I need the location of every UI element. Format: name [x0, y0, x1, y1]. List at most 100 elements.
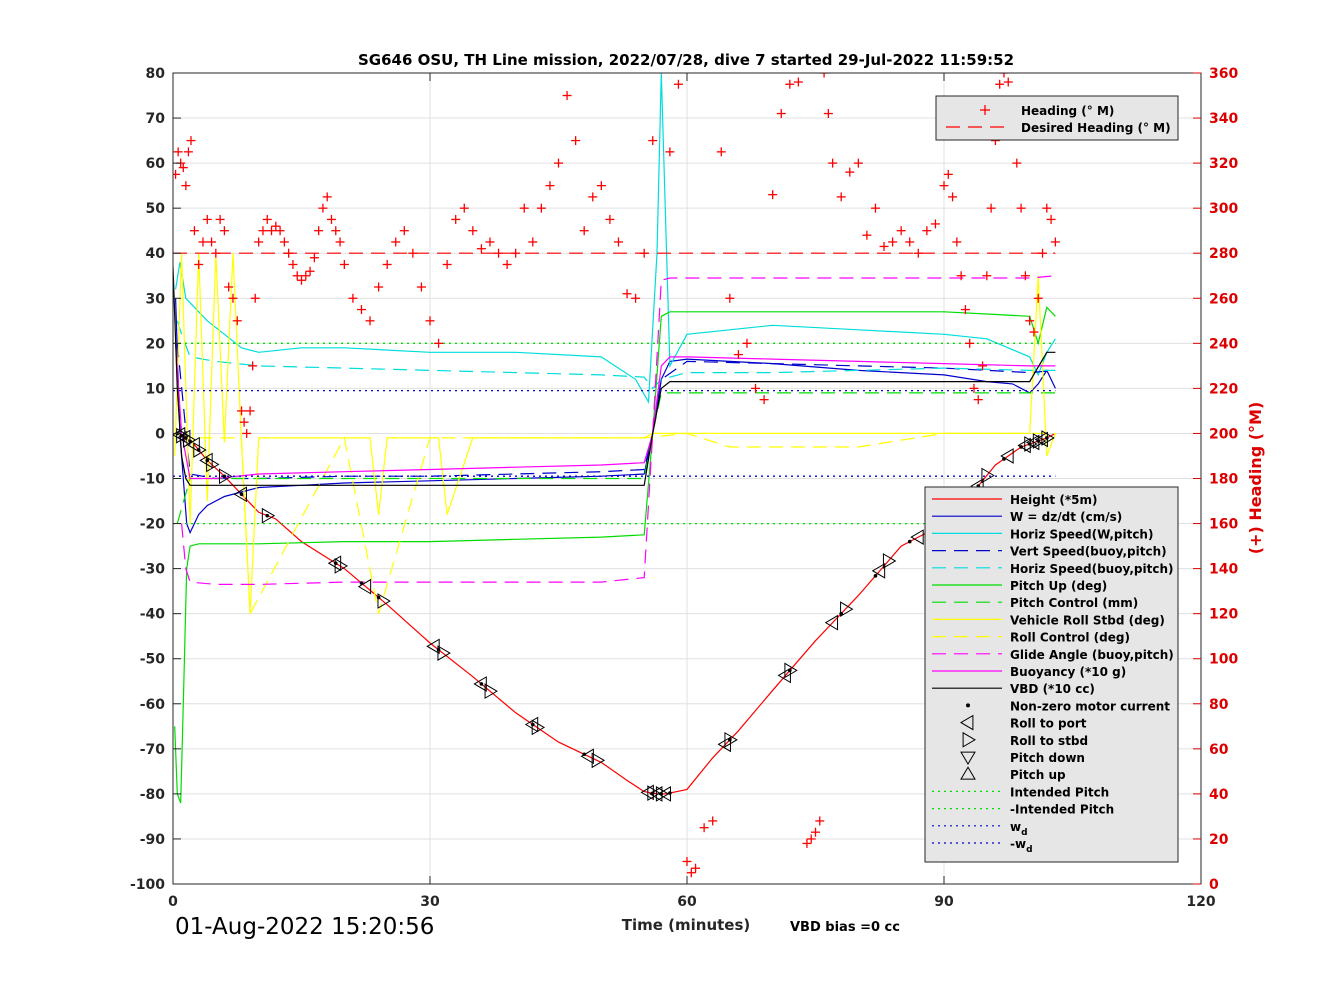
legend-entry: Roll to stbd: [962, 731, 1088, 748]
heading-point: [960, 305, 970, 315]
series-line: [177, 432, 1056, 616]
roll-to-stbd-marker: [377, 593, 391, 609]
motor-current-dot: [222, 474, 227, 479]
roll-to-port-marker: [357, 578, 372, 595]
roll-to-port-marker: [910, 529, 924, 545]
roll-to-port-marker: [871, 562, 886, 579]
heading-point: [699, 823, 709, 833]
heading-point: [986, 203, 996, 213]
plot-area: [173, 73, 1060, 878]
heading-point: [305, 266, 315, 276]
heading-point: [1012, 158, 1022, 168]
legend-top-label: Desired Heading (° M): [1021, 121, 1171, 135]
legend-label: Roll Control (deg): [1010, 631, 1130, 645]
y-tick-label: 30: [146, 291, 166, 307]
heading-point: [519, 203, 529, 213]
roll-to-port-marker: [233, 486, 247, 503]
roll-to-stbd-marker: [437, 645, 451, 661]
heading-point: [913, 248, 923, 258]
heading-point: [1020, 271, 1030, 281]
heading-point: [183, 147, 193, 157]
heading-point: [348, 293, 358, 303]
heading-point: [888, 237, 898, 247]
heading-point: [896, 226, 906, 236]
heading-point: [528, 237, 538, 247]
y-tick-label: 20: [146, 336, 166, 352]
heading-point: [708, 816, 718, 826]
series-line: [175, 343, 1056, 480]
heading-point: [596, 181, 606, 191]
heading-point: [978, 361, 988, 371]
heading-point: [579, 226, 589, 236]
heading-point: [442, 259, 452, 269]
heading-point: [545, 181, 555, 191]
legend-label: Glide Angle (buoy,pitch): [1010, 648, 1174, 662]
heading-point: [408, 248, 418, 258]
heading-point: [733, 350, 743, 360]
motor-current-dot: [436, 647, 441, 652]
legend-entry: Horiz Speed(W,pitch): [932, 527, 1153, 541]
series-line: [173, 266, 1056, 486]
motor-current-dot: [265, 513, 270, 518]
y-right-tick-label: 60: [1209, 742, 1229, 758]
heading-point: [673, 79, 683, 89]
motor-current-dot: [205, 458, 210, 463]
legend-label: Pitch up: [1010, 768, 1066, 782]
y-tick-label: -50: [140, 652, 166, 668]
heading-point: [254, 237, 264, 247]
roll-to-port-marker: [1000, 448, 1014, 464]
legend-label: Horiz Speed(W,pitch): [1010, 527, 1153, 541]
heading-point: [391, 237, 401, 247]
heading-point: [665, 147, 675, 157]
roll-to-stbd-marker: [1041, 430, 1055, 446]
y-right-tick-label: 300: [1209, 201, 1238, 217]
heading-point: [207, 237, 217, 247]
motor-current-dot: [376, 595, 381, 600]
roll-to-stbd-marker: [724, 731, 738, 748]
heading-point: [511, 248, 521, 258]
heading-point: [459, 203, 469, 213]
legend-label: Horiz Speed(buoy,pitch): [1010, 562, 1173, 576]
heading-point: [716, 147, 726, 157]
heading-point: [995, 79, 1005, 89]
heading-point: [969, 383, 979, 393]
heading-point: [425, 316, 435, 326]
heading-point: [173, 147, 183, 157]
heading-point: [382, 259, 392, 269]
heading-point: [613, 237, 623, 247]
heading-point: [1025, 316, 1035, 326]
heading-point: [751, 383, 761, 393]
heading-point: [189, 226, 199, 236]
legend-label: -Intended Pitch: [1010, 803, 1114, 817]
legend-bottom: Height (*5m) W = dz/dt (cm/s) Horiz Speed(…: [924, 486, 1179, 863]
series-line: [174, 306, 1056, 804]
heading-point: [258, 226, 268, 236]
heading-point: [284, 248, 294, 258]
y-right-tick-label: 220: [1209, 381, 1238, 397]
heading-point: [202, 214, 212, 224]
heading-point: [571, 136, 581, 146]
y-tick-label: -90: [140, 832, 166, 848]
y-right-tick-label: 100: [1209, 652, 1238, 668]
series-line: [176, 320, 1056, 390]
y-tick-label: -70: [140, 742, 166, 758]
heading-point: [982, 271, 992, 281]
legend-label: Pitch Control (mm): [1010, 596, 1138, 610]
legend-label: Intended Pitch: [1010, 785, 1109, 799]
roll-to-stbd-marker: [591, 752, 606, 769]
y-right-tick-label: 80: [1209, 697, 1229, 713]
y-tick-label: 10: [146, 381, 166, 397]
heading-point: [309, 253, 319, 263]
heading-point: [322, 192, 332, 202]
heading-point: [554, 158, 563, 168]
heading-point: [870, 203, 880, 213]
legend-triangle: [960, 714, 974, 731]
heading-point: [588, 192, 598, 202]
roll-to-stbd-marker: [647, 785, 661, 802]
roll-to-port-marker: [824, 614, 839, 631]
y-tick-label: 80: [146, 66, 166, 82]
y-right-tick-label: 280: [1209, 246, 1238, 262]
roll-to-stbd-marker: [484, 683, 498, 700]
heading-point: [239, 417, 249, 427]
legend-entry: Pitch down: [960, 751, 1085, 765]
